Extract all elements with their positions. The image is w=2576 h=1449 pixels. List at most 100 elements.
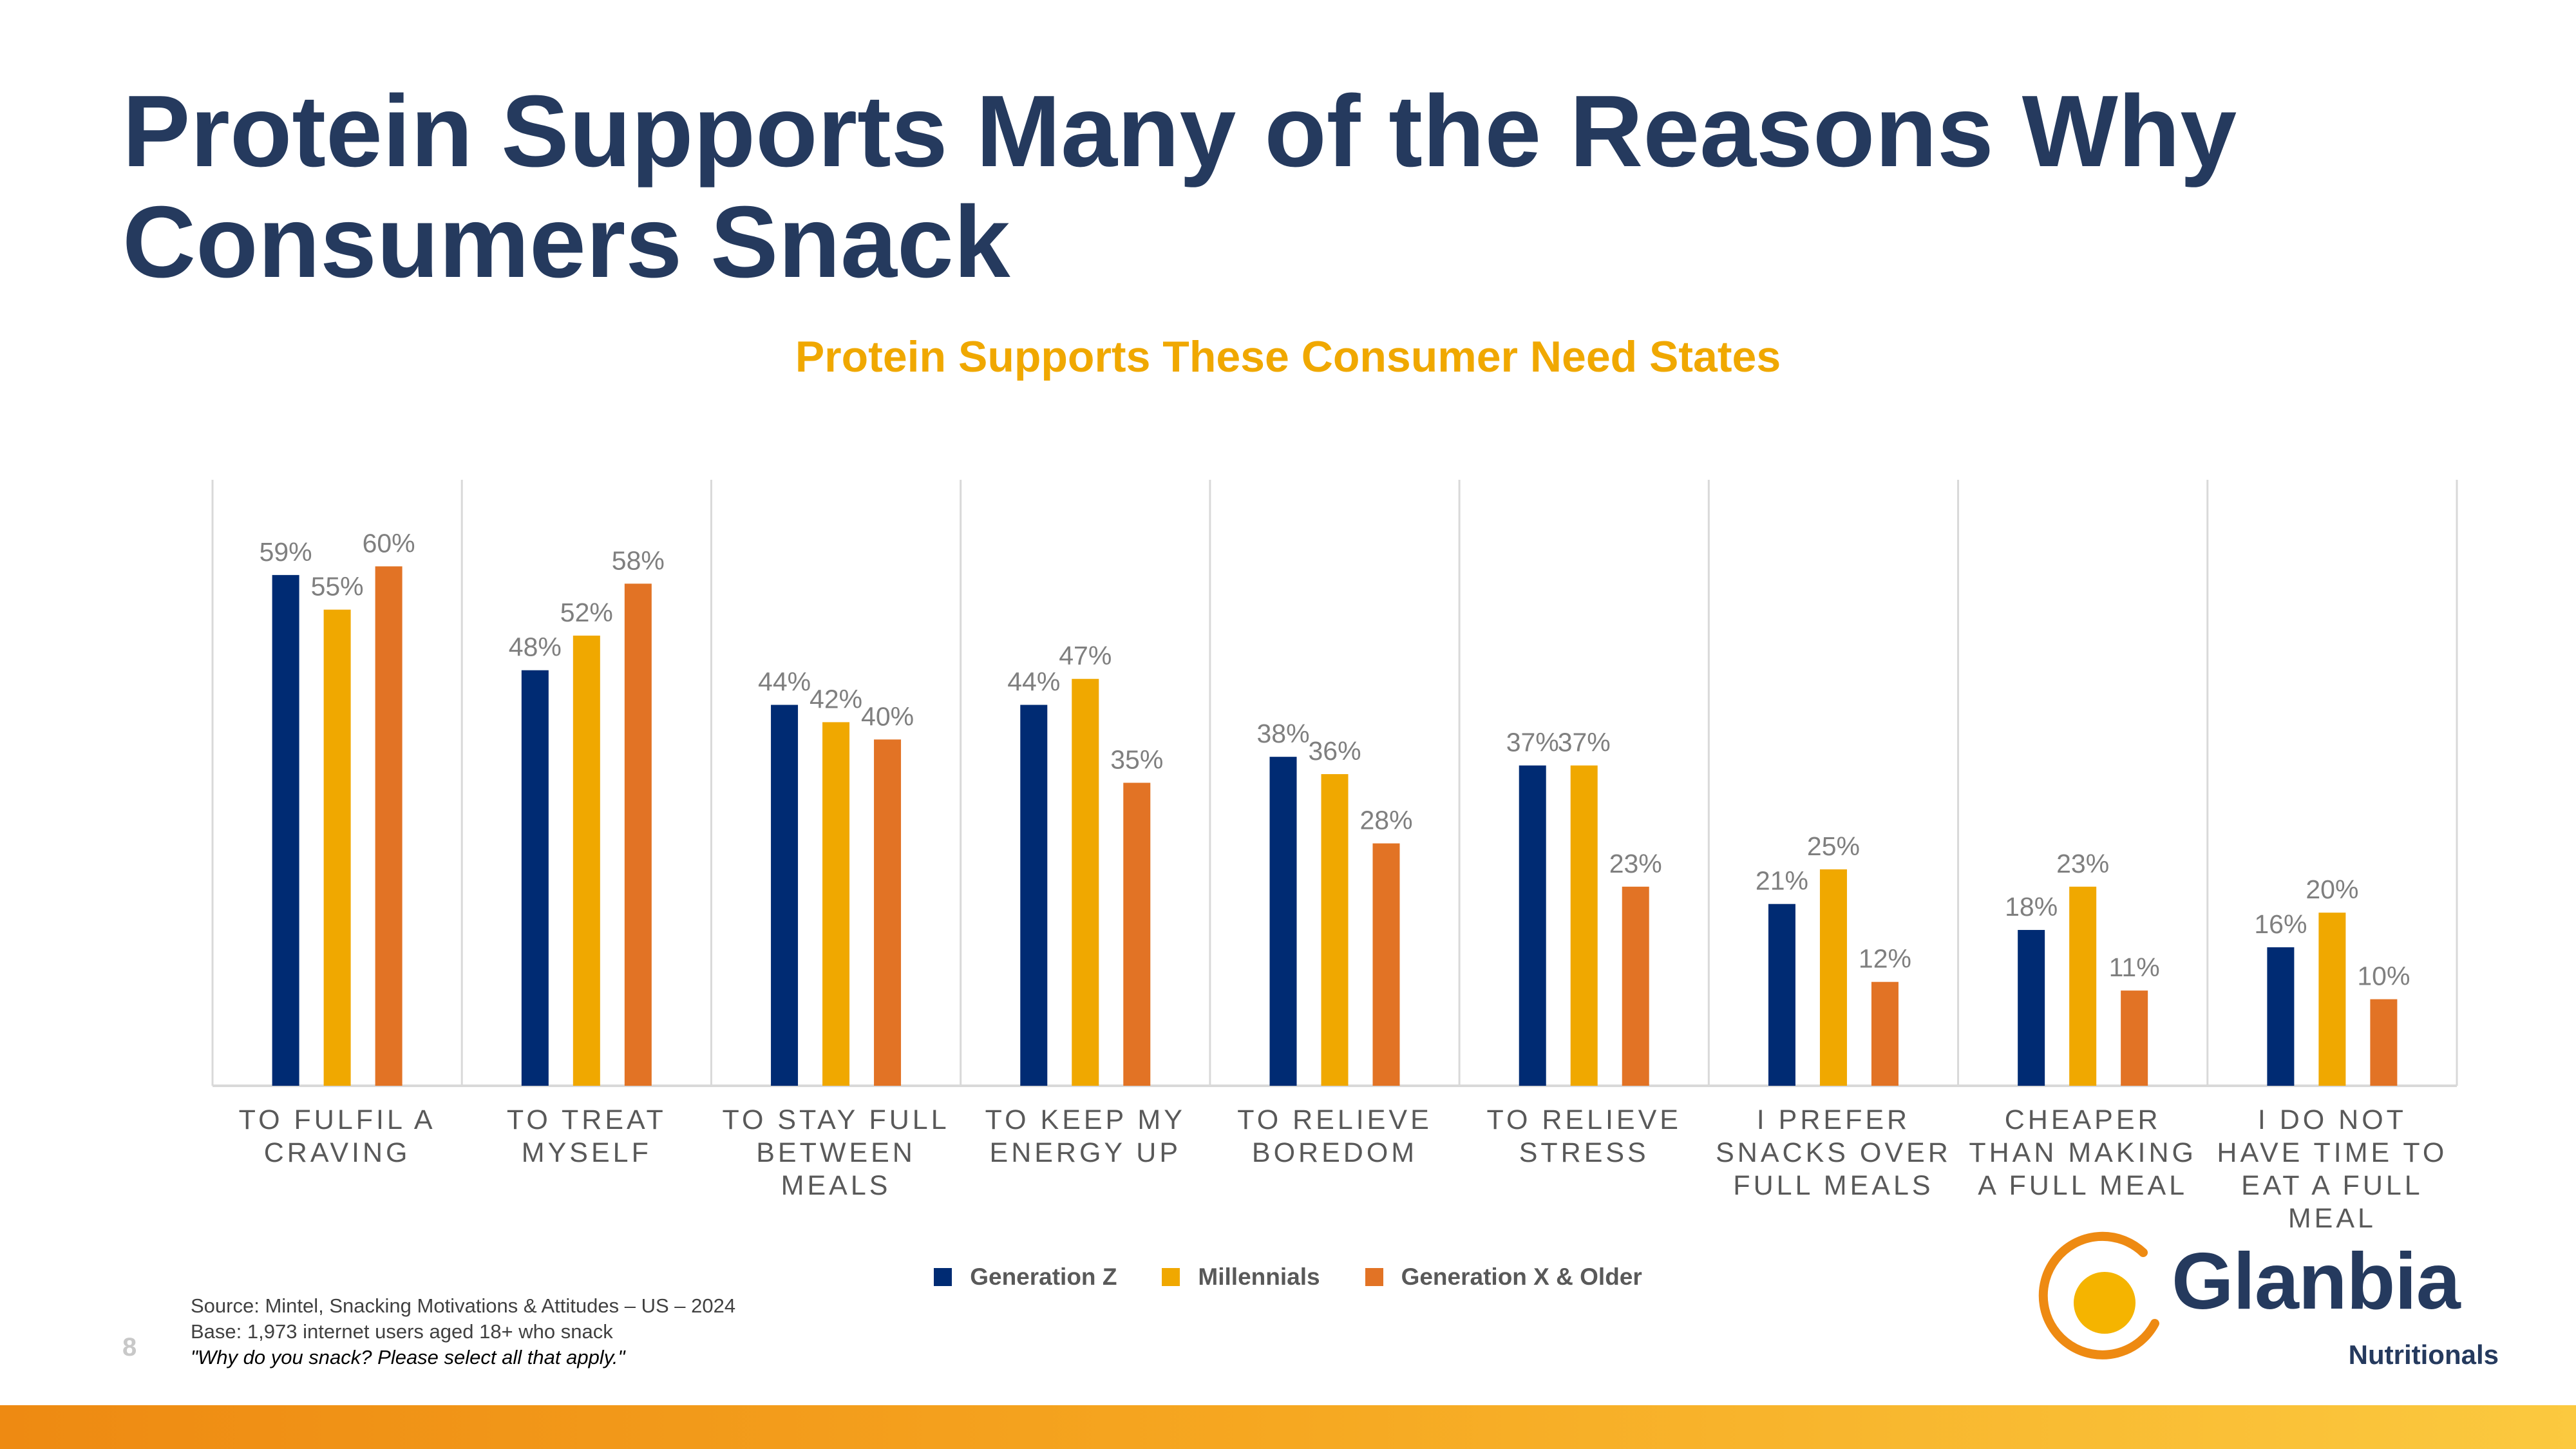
- legend-label-gen-z: Generation Z: [970, 1264, 1117, 1290]
- bar-gen-x: [375, 566, 402, 1086]
- data-label-gen-z: 59%: [260, 537, 312, 567]
- data-label-gen-z: 18%: [2005, 892, 2058, 922]
- bar-gen-z: [1519, 765, 1546, 1086]
- bar-gen-x: [1372, 843, 1400, 1086]
- data-label-gen-z: 38%: [1256, 719, 1309, 748]
- data-label-millennials: 55%: [311, 572, 364, 601]
- bar-gen-x: [1123, 782, 1151, 1086]
- category-label: CRAVING: [264, 1137, 411, 1168]
- bar-gen-z: [2018, 930, 2045, 1086]
- bar-gen-z: [1020, 705, 1048, 1086]
- category-label: TO KEEP MY: [985, 1104, 1186, 1135]
- data-label-gen-x: 23%: [1609, 849, 1662, 878]
- data-label-gen-z: 44%: [1007, 667, 1060, 697]
- data-label-millennials: 37%: [1558, 728, 1611, 757]
- data-label-millennials: 36%: [1308, 736, 1361, 766]
- data-label-millennials: 47%: [1059, 641, 1112, 670]
- bar-gen-x: [1871, 981, 1899, 1086]
- data-label-gen-z: 21%: [1756, 866, 1808, 896]
- category-label: TO RELIEVE: [1237, 1104, 1432, 1135]
- bar-millennials: [573, 635, 600, 1086]
- category-label: MEALS: [781, 1170, 891, 1201]
- category-label: TO STAY FULL: [722, 1104, 949, 1135]
- category-label: TO RELIEVE: [1486, 1104, 1681, 1135]
- category-label: CHEAPER: [2005, 1104, 2161, 1135]
- data-label-millennials: 25%: [1807, 831, 1860, 861]
- question-line: "Why do you snack? Please select all tha…: [191, 1346, 625, 1368]
- category-label: BOREDOM: [1252, 1137, 1417, 1168]
- data-label-millennials: 20%: [2306, 875, 2358, 904]
- legend-swatch-millennials: [1162, 1268, 1180, 1286]
- bar-millennials: [2318, 913, 2346, 1086]
- bar-gen-x: [1622, 886, 1649, 1086]
- bar-gen-z: [771, 705, 799, 1086]
- chart-title: Protein Supports These Consumer Need Sta…: [795, 332, 1781, 381]
- page-number: 8: [122, 1333, 137, 1361]
- bar-millennials: [2069, 886, 2097, 1086]
- category-label: ENERGY UP: [990, 1137, 1182, 1168]
- legend-swatch-gen-z: [934, 1268, 952, 1286]
- data-label-gen-x: 58%: [612, 545, 665, 575]
- title-line-2: Consumers Snack: [122, 185, 1010, 299]
- data-label-gen-x: 11%: [2109, 952, 2160, 982]
- logo-subtitle: Nutritionals: [2348, 1340, 2499, 1370]
- source-line: Source: Mintel, Snacking Motivations & A…: [191, 1294, 736, 1317]
- bar-gen-z: [521, 670, 549, 1086]
- data-label-gen-x: 28%: [1359, 806, 1412, 835]
- bar-millennials: [323, 609, 351, 1086]
- category-label: A FULL MEAL: [1978, 1170, 2188, 1201]
- legend-label-millennials: Millennials: [1198, 1264, 1320, 1290]
- legend-item-gen-x: Generation X & Older: [1365, 1264, 1642, 1291]
- bar-gen-z: [1768, 904, 1795, 1086]
- title-line-1: Protein Supports Many of the Reasons Why: [122, 75, 2237, 188]
- data-label-gen-x: 40%: [861, 701, 914, 731]
- data-label-millennials: 23%: [2056, 849, 2109, 878]
- data-label-gen-z: 16%: [2254, 909, 2307, 939]
- page-title: Protein Supports Many of the Reasons Why…: [122, 76, 2441, 298]
- bar-gen-z: [2267, 947, 2295, 1086]
- logo-word: Glanbia: [2172, 1237, 2461, 1326]
- chart-legend: Generation Z Millennials Generation X & …: [0, 1264, 2576, 1291]
- category-label: BETWEEN: [756, 1137, 916, 1168]
- footer-bar: [0, 1405, 2576, 1449]
- category-label: FULL MEALS: [1733, 1170, 1933, 1201]
- data-label-gen-x: 12%: [1859, 944, 1911, 974]
- data-label-gen-z: 37%: [1506, 728, 1559, 757]
- legend-item-gen-z: Generation Z: [934, 1264, 1117, 1291]
- category-label: MYSELF: [522, 1137, 652, 1168]
- glanbia-logo: Glanbia Nutritionals: [2029, 1227, 2518, 1381]
- category-label: TO FULFIL A: [239, 1104, 436, 1135]
- bar-millennials: [1072, 679, 1099, 1086]
- data-label-millennials: 52%: [560, 598, 613, 627]
- legend-swatch-gen-x: [1365, 1268, 1383, 1286]
- data-label-gen-z: 48%: [509, 632, 562, 662]
- bar-gen-x: [2121, 990, 2148, 1086]
- bar-chart: 59% 48% 44% 44% 38% 37% 21% 18% 16% 55% 52% 42% 47% 3…: [211, 480, 2458, 1234]
- category-label: EAT A FULL: [2241, 1170, 2423, 1201]
- bar-gen-x: [2370, 999, 2398, 1086]
- bar-gen-z: [272, 574, 299, 1086]
- data-label-gen-x: 60%: [363, 528, 415, 558]
- legend-label-gen-x: Generation X & Older: [1401, 1264, 1642, 1290]
- bar-millennials: [1321, 774, 1349, 1086]
- source-note: Source: Mintel, Snacking Motivations & A…: [191, 1293, 735, 1370]
- category-label: STRESS: [1519, 1137, 1649, 1168]
- bar-millennials: [1819, 869, 1847, 1086]
- bar-gen-x: [624, 583, 652, 1086]
- data-label-gen-x: 35%: [1110, 745, 1163, 775]
- bar-millennials: [1570, 765, 1598, 1086]
- category-label: I PREFER: [1757, 1104, 1910, 1135]
- legend-item-millennials: Millennials: [1162, 1264, 1320, 1291]
- base-line: Base: 1,973 internet users aged 18+ who …: [191, 1320, 613, 1343]
- category-label: THAN MAKING: [1969, 1137, 2197, 1168]
- category-label: MEAL: [2288, 1203, 2376, 1234]
- category-label: HAVE TIME TO: [2217, 1137, 2447, 1168]
- category-label: SNACKS OVER: [1716, 1137, 1951, 1168]
- category-label: TO TREAT: [507, 1104, 667, 1135]
- category-label: I DO NOT: [2258, 1104, 2407, 1135]
- data-label-gen-x: 10%: [2357, 961, 2410, 991]
- logo-mark-icon: [2038, 1231, 2159, 1359]
- bar-millennials: [822, 722, 850, 1086]
- bar-gen-x: [874, 739, 902, 1086]
- data-label-gen-z: 44%: [758, 667, 811, 697]
